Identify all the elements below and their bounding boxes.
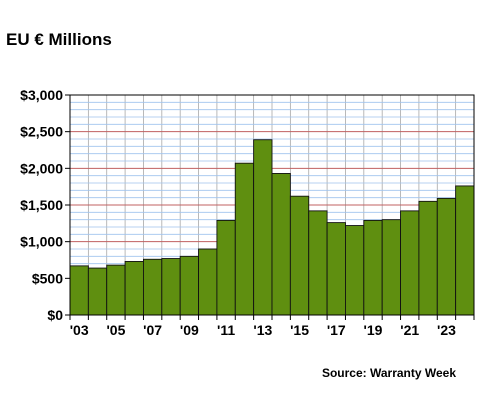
y-tick-label: $0	[47, 307, 63, 323]
bar-2008	[161, 258, 181, 316]
x-tick-label: '23	[437, 322, 456, 338]
bar-2011	[216, 219, 236, 316]
chart-title: EU € Millions	[6, 30, 112, 49]
x-tick-label: '05	[106, 322, 125, 338]
bar-2024	[455, 185, 475, 316]
x-tick-label: '15	[290, 322, 309, 338]
bar-2006	[124, 261, 144, 316]
bar-2015	[289, 195, 310, 316]
bar-2014	[271, 173, 291, 316]
x-tick-label: '09	[180, 322, 199, 338]
bar-2012	[234, 162, 255, 316]
bars	[69, 139, 475, 316]
bar-2017	[326, 222, 346, 316]
x-tick-label: '11	[217, 322, 235, 338]
source-note: Source: Warranty Week	[321, 366, 456, 380]
bar-2021	[400, 210, 420, 316]
y-tick-label: $1,000	[20, 234, 63, 250]
bar-2009	[179, 255, 199, 316]
x-tick-labels: '03 '05 '07 '09 '11 '13 '15 '17 '19 '21 '23	[70, 322, 456, 338]
y-tick-label: $3,000	[20, 87, 63, 103]
y-tick-label: $2,000	[20, 160, 63, 176]
bar-2023	[436, 197, 457, 316]
bar-2018	[345, 225, 365, 316]
bar-2007	[143, 258, 163, 316]
x-tick-label: '07	[143, 322, 162, 338]
bar-2003	[69, 265, 89, 316]
x-tick-label: '13	[253, 322, 272, 338]
bar-2019	[363, 219, 383, 316]
y-tick-label: $2,500	[20, 124, 63, 140]
x-tick-label: '19	[364, 322, 383, 338]
bar-2022	[418, 200, 438, 316]
x-tick-label: '17	[327, 322, 346, 338]
x-tick-label: '03	[70, 322, 89, 338]
bar-2010	[198, 248, 218, 316]
axes	[65, 94, 475, 320]
bar-2005	[106, 264, 126, 316]
y-tick-label: $500	[32, 270, 63, 286]
bar-2020	[381, 219, 401, 316]
y-tick-labels: $0 $500 $1,000 $1,500 $2,000 $2,500 $3,000	[20, 87, 63, 323]
y-tick-label: $1,500	[20, 197, 63, 213]
x-tick-label: '21	[400, 322, 419, 338]
bar-2004	[87, 267, 108, 316]
bar-2016	[308, 210, 328, 316]
bar-2013	[253, 139, 273, 316]
